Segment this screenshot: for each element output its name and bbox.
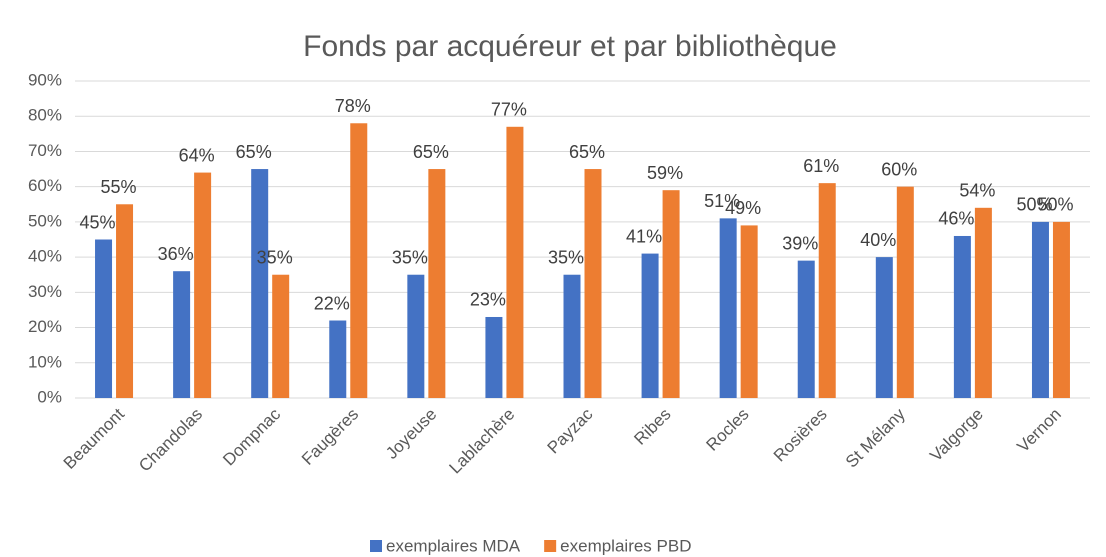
x-tick-label: Dompnac [219, 404, 284, 469]
y-tick-label: 10% [28, 352, 62, 371]
bar [584, 169, 602, 398]
value-label: 50% [1016, 195, 1052, 215]
y-tick-label: 70% [28, 141, 62, 160]
legend-swatch [544, 540, 557, 552]
bar [329, 320, 347, 398]
value-label: 49% [725, 198, 761, 218]
bar [272, 274, 290, 398]
value-label: 50% [1037, 195, 1073, 215]
value-label: 46% [938, 209, 974, 229]
y-tick-label: 90% [28, 70, 62, 89]
bar [719, 218, 737, 398]
bar [116, 204, 134, 398]
bar [953, 235, 971, 398]
y-tick-label: 60% [28, 176, 62, 195]
value-label: 39% [782, 233, 818, 253]
x-tick-label: Vernon [1013, 405, 1065, 457]
value-label: 54% [959, 181, 995, 201]
x-tick-label: St Mélany [842, 404, 909, 471]
bar [407, 274, 425, 398]
value-label: 65% [569, 142, 605, 162]
x-tick-label: Ribes [630, 405, 674, 449]
x-tick-label: Rosières [770, 405, 831, 466]
bar [1052, 221, 1070, 398]
bar [194, 172, 212, 398]
x-tick-label: Rocles [702, 405, 752, 455]
x-tick-label: Lablachère [446, 405, 519, 478]
x-tick-label: Joyeuse [382, 405, 440, 463]
y-tick-label: 30% [28, 282, 62, 301]
legend-swatch [370, 540, 382, 552]
bar [428, 169, 446, 398]
bar [1031, 221, 1049, 398]
y-tick-label: 80% [28, 106, 62, 125]
y-tick-label: 40% [28, 247, 62, 266]
bar [974, 207, 992, 398]
value-label: 65% [413, 142, 449, 162]
bar [506, 126, 524, 399]
value-label: 60% [881, 159, 917, 179]
bar [173, 271, 191, 398]
bar [797, 260, 815, 398]
y-tick-label: 0% [37, 387, 62, 406]
bar [485, 316, 503, 398]
value-label: 40% [860, 230, 896, 250]
value-label: 45% [80, 212, 116, 232]
value-label: 36% [158, 244, 194, 264]
bar [251, 169, 269, 398]
value-label: 61% [803, 156, 839, 176]
bar [95, 239, 113, 398]
x-tick-label: Chandolas [135, 405, 206, 476]
bar [875, 257, 893, 398]
x-tick-label: Faugères [298, 405, 362, 469]
bar [896, 186, 914, 398]
value-label: 35% [392, 247, 428, 267]
chart-title: Fonds par acquéreur et par bibliothèque [303, 30, 837, 63]
y-tick-label: 20% [28, 317, 62, 336]
bar [740, 225, 758, 398]
legend-label: exemplaires MDA [386, 536, 521, 555]
bar [563, 274, 581, 398]
bar [818, 183, 836, 398]
value-label: 59% [647, 163, 683, 183]
value-label: 22% [314, 293, 350, 313]
bar [350, 123, 368, 399]
value-label: 35% [257, 247, 293, 267]
x-tick-label: Payzac [544, 404, 597, 457]
value-label: 23% [470, 290, 506, 310]
x-tick-label: Valgorge [926, 405, 987, 466]
legend-label: exemplaires PBD [560, 536, 691, 555]
y-tick-label: 50% [28, 211, 62, 230]
value-label: 65% [236, 142, 272, 162]
value-label: 35% [548, 247, 584, 267]
value-label: 41% [626, 226, 662, 246]
bar [641, 253, 659, 398]
x-tick-label: Beaumont [60, 404, 128, 472]
bar [662, 190, 680, 398]
value-label: 55% [101, 177, 137, 197]
value-label: 78% [335, 96, 371, 116]
value-label: 77% [491, 100, 527, 120]
value-label: 64% [179, 145, 215, 165]
value-label: 51% [704, 191, 740, 211]
